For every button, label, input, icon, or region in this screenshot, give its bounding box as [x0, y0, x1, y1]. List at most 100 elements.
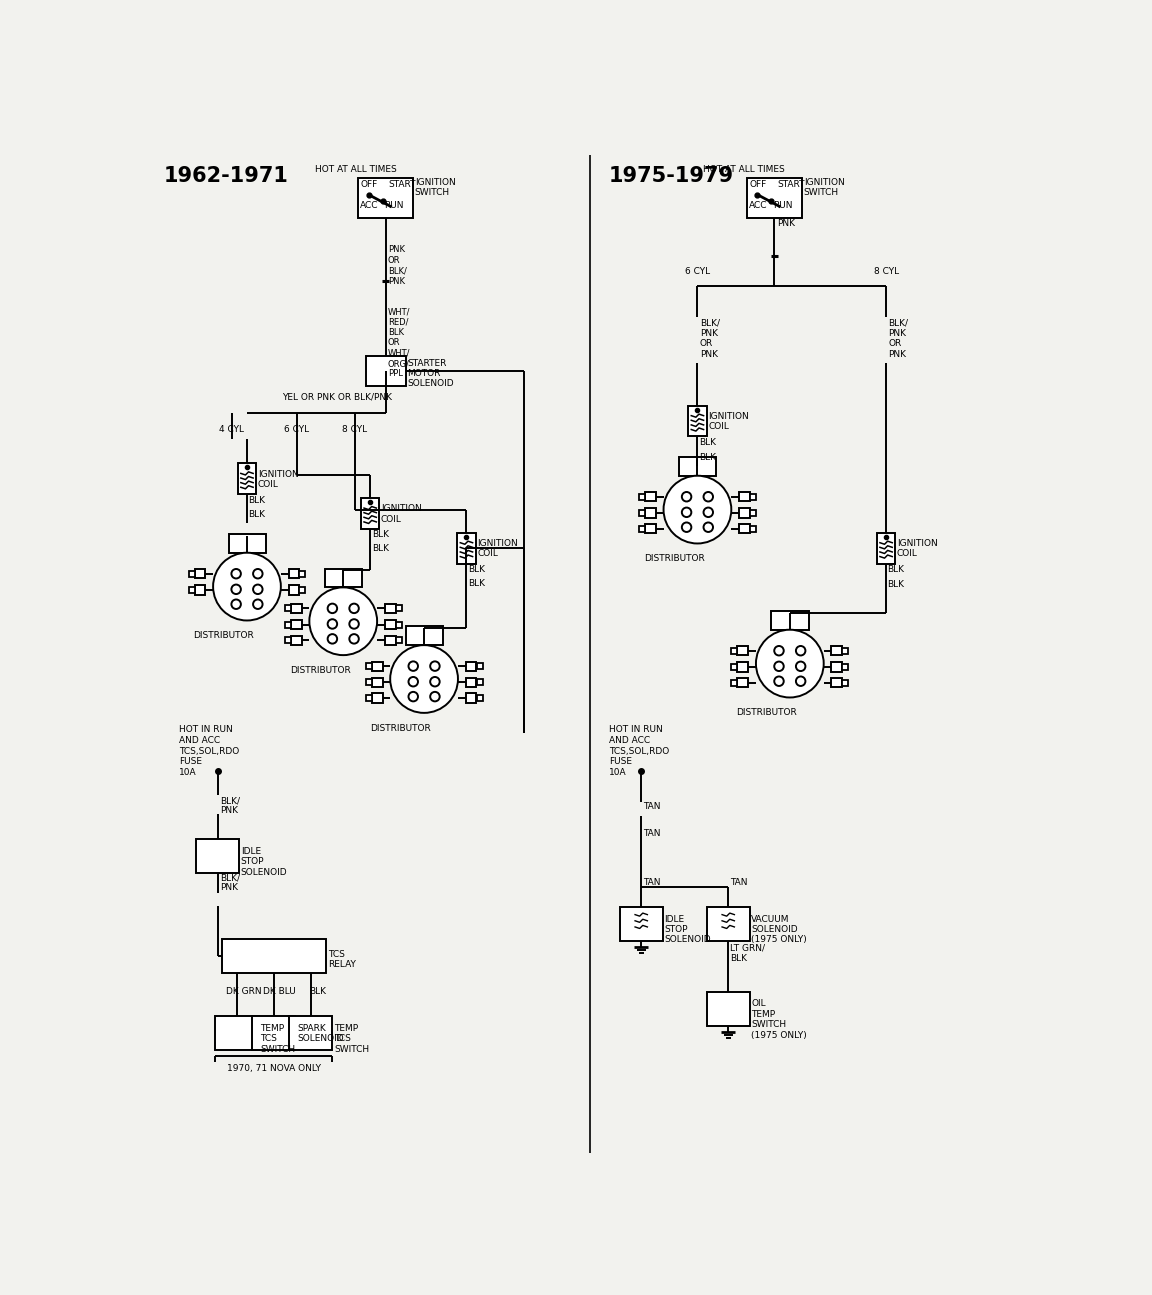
Text: TEMP
TCS
SWITCH: TEMP TCS SWITCH [334, 1024, 369, 1054]
Bar [645, 524, 655, 534]
Circle shape [796, 676, 805, 686]
Bar [288, 585, 300, 594]
Bar [252, 1017, 296, 1050]
Circle shape [704, 492, 713, 501]
Text: TAN: TAN [644, 802, 661, 811]
Bar [290, 636, 302, 645]
Text: IGNITION
SWITCH: IGNITION SWITCH [804, 177, 844, 197]
Text: 6 CYL: 6 CYL [285, 425, 310, 434]
Text: TCS
RELAY: TCS RELAY [328, 951, 356, 970]
Text: HOT IN RUN
AND ACC: HOT IN RUN AND ACC [609, 725, 662, 745]
Text: BLK: BLK [699, 438, 717, 447]
Bar [361, 499, 379, 528]
Bar [215, 1017, 258, 1050]
Text: HOT AT ALL TIMES: HOT AT ALL TIMES [316, 166, 397, 175]
Text: DK BLU: DK BLU [263, 987, 296, 996]
Circle shape [430, 662, 440, 671]
Text: BLK/
PNK
OR
PNK: BLK/ PNK OR PNK [699, 319, 720, 359]
Text: BLK: BLK [888, 565, 904, 574]
Bar [237, 464, 256, 495]
Text: LT GRN/
BLK: LT GRN/ BLK [729, 943, 765, 962]
Text: YEL OR PNK OR BLK/PNK: YEL OR PNK OR BLK/PNK [281, 392, 392, 401]
Bar [620, 906, 662, 940]
Text: BLK: BLK [310, 987, 326, 996]
Circle shape [213, 553, 281, 620]
Circle shape [232, 584, 241, 594]
Text: DISTRIBUTOR: DISTRIBUTOR [644, 554, 705, 563]
Text: BLK: BLK [468, 565, 485, 574]
Bar [832, 662, 842, 672]
Text: IGNITION
COIL: IGNITION COIL [381, 504, 422, 523]
Bar [740, 509, 750, 518]
Text: DISTRIBUTOR: DISTRIBUTOR [736, 708, 797, 717]
Text: PNK: PNK [776, 219, 795, 228]
Text: 1962-1971: 1962-1971 [164, 166, 289, 186]
Text: IGNITION
COIL: IGNITION COIL [708, 412, 749, 431]
Text: TCS,SOL,RDO
FUSE
10A: TCS,SOL,RDO FUSE 10A [609, 747, 669, 777]
Bar [290, 620, 302, 629]
Text: TEMP
TCS
SWITCH: TEMP TCS SWITCH [260, 1024, 295, 1054]
Text: BLK/
PNK: BLK/ PNK [220, 873, 240, 892]
Text: PNK
OR
BLK/
PNK: PNK OR BLK/ PNK [388, 246, 407, 286]
Bar [372, 662, 382, 671]
Text: 6 CYL: 6 CYL [685, 267, 710, 276]
Bar [290, 603, 302, 613]
Text: START: START [778, 180, 805, 189]
Text: ACC: ACC [361, 201, 379, 210]
Text: DISTRIBUTOR: DISTRIBUTOR [290, 666, 350, 675]
Bar [737, 646, 749, 655]
Text: RUN: RUN [384, 201, 403, 210]
Circle shape [664, 475, 732, 544]
Circle shape [704, 522, 713, 532]
Circle shape [682, 492, 691, 501]
Circle shape [756, 629, 824, 698]
Text: START: START [388, 180, 416, 189]
Circle shape [409, 662, 418, 671]
Bar [740, 492, 750, 501]
Text: 8 CYL: 8 CYL [342, 425, 367, 434]
Text: WHT/
RED/
BLK
OR
WHT/
ORG/
PPL: WHT/ RED/ BLK OR WHT/ ORG/ PPL [388, 307, 410, 378]
Bar [706, 992, 750, 1026]
Bar [406, 627, 442, 645]
Circle shape [391, 645, 458, 712]
Circle shape [774, 676, 783, 686]
Bar [385, 620, 395, 629]
Circle shape [682, 522, 691, 532]
Text: TCS,SOL,RDO
FUSE
10A: TCS,SOL,RDO FUSE 10A [180, 747, 240, 777]
Bar [737, 662, 749, 672]
Circle shape [796, 662, 805, 671]
Text: BLK: BLK [249, 496, 265, 505]
Circle shape [682, 508, 691, 517]
Bar [832, 679, 842, 688]
Circle shape [349, 635, 358, 644]
Text: HOT IN RUN
AND ACC: HOT IN RUN AND ACC [180, 725, 233, 745]
Bar [746, 177, 802, 218]
Circle shape [409, 692, 418, 702]
Circle shape [232, 569, 241, 579]
Text: 1975-1979: 1975-1979 [609, 166, 734, 186]
Bar [289, 1017, 333, 1050]
Circle shape [253, 569, 263, 579]
Text: BLK: BLK [372, 544, 388, 553]
Text: DISTRIBUTOR: DISTRIBUTOR [194, 631, 255, 640]
Bar [679, 457, 717, 475]
Bar [365, 356, 406, 386]
Text: OIL
TEMP
SWITCH
(1975 ONLY): OIL TEMP SWITCH (1975 ONLY) [751, 1000, 808, 1040]
Bar [740, 524, 750, 534]
Circle shape [430, 692, 440, 702]
Text: IDLE
STOP
SOLENOID: IDLE STOP SOLENOID [665, 914, 711, 944]
Circle shape [327, 635, 338, 644]
Bar [195, 569, 205, 579]
Bar [832, 646, 842, 655]
Text: DK GRN: DK GRN [226, 987, 262, 996]
Text: IGNITION
COIL: IGNITION COIL [897, 539, 938, 558]
Circle shape [430, 677, 440, 686]
Circle shape [349, 619, 358, 628]
Circle shape [409, 677, 418, 686]
Bar [465, 662, 477, 671]
Bar [457, 532, 476, 563]
Bar [465, 693, 477, 703]
Text: STARTER
MOTOR
SOLENOID: STARTER MOTOR SOLENOID [407, 359, 454, 388]
Text: TAN: TAN [730, 878, 748, 887]
Bar [228, 534, 266, 553]
